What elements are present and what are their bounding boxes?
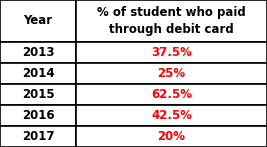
Bar xyxy=(76,105,267,126)
Text: 42.5%: 42.5% xyxy=(151,109,192,122)
Text: Year: Year xyxy=(23,15,53,27)
Bar xyxy=(0,126,76,147)
Text: 62.5%: 62.5% xyxy=(151,88,192,101)
Text: 2015: 2015 xyxy=(22,88,54,101)
Text: 2013: 2013 xyxy=(22,46,54,59)
Text: 37.5%: 37.5% xyxy=(151,46,192,59)
Text: % of student who paid
through debit card: % of student who paid through debit card xyxy=(97,6,246,36)
Text: 20%: 20% xyxy=(158,130,186,143)
Text: 2014: 2014 xyxy=(22,67,54,80)
Text: 25%: 25% xyxy=(158,67,186,80)
Bar xyxy=(0,63,76,84)
Bar xyxy=(76,0,267,42)
Bar xyxy=(76,84,267,105)
Text: 2017: 2017 xyxy=(22,130,54,143)
Bar xyxy=(76,42,267,63)
Bar xyxy=(76,126,267,147)
Bar xyxy=(76,63,267,84)
Bar xyxy=(0,84,76,105)
Text: 2016: 2016 xyxy=(22,109,54,122)
Bar xyxy=(0,42,76,63)
Bar xyxy=(0,0,76,42)
Bar xyxy=(0,105,76,126)
